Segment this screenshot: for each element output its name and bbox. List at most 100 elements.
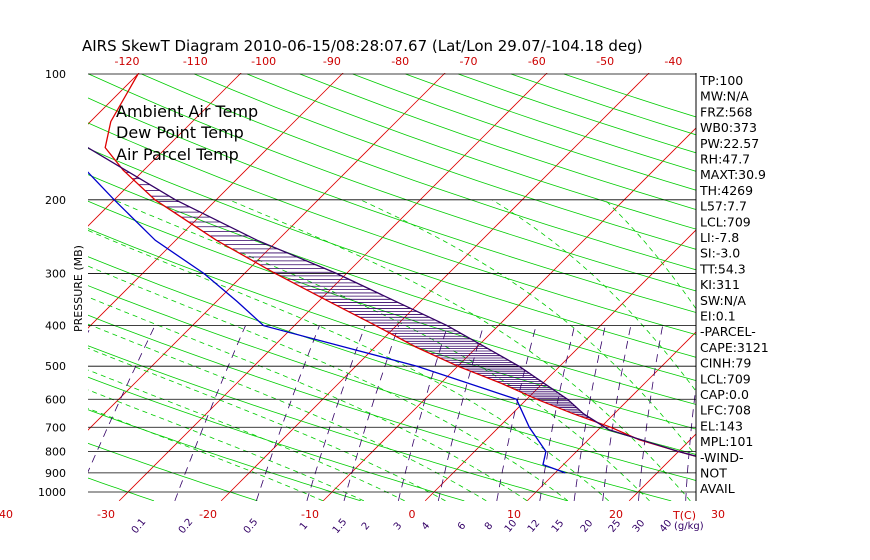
moist-adiabat [88,296,528,501]
dry-adiabat [141,73,696,271]
x-tick-label-top: -120 [115,55,140,68]
y-tick-label: 500 [45,360,66,373]
dry-adiabat [88,228,696,430]
mixing-ratio-label: 30 [631,518,648,535]
y-tick-label: 1000 [38,486,66,499]
stat-item: TH:4269 [699,183,753,198]
moist-adiabat [113,199,650,501]
stat-item: RH:47.7 [700,152,750,167]
dry-adiabat [88,442,258,501]
dry-adiabat [510,73,696,136]
mixing-ratio-label: 0.2 [177,517,196,536]
mixing-ratio-label: 1 [298,520,311,532]
parcel-temp-line [88,147,696,457]
legend-dewpoint: Dew Point Temp [116,123,244,142]
x-tick-label-bottom: -10 [301,508,319,521]
mixing-ratio-line [804,326,810,501]
mixing-ratio-label: 6 [456,520,469,532]
moist-adiabat [88,265,569,501]
stat-item: SI:-3.0 [700,246,740,261]
x-tick-label-bottom: -20 [199,508,217,521]
x-tick-label-bottom: 0 [409,508,416,521]
x-tick-label-bottom: -40 [0,508,13,521]
y-tick-label: 400 [45,320,66,333]
stat-item: LCL:709 [700,214,751,229]
dry-adiabat [88,376,465,501]
isotherm [833,65,870,501]
mixing-ratio-label: 20 [579,518,596,535]
mixing-ratio-line [602,325,632,501]
stat-item: WB0:373 [700,120,757,135]
dry-adiabat [299,73,696,210]
cape-hatch [125,172,595,422]
dry-adiabat [88,73,696,292]
x-tick-label-bottom: -30 [97,508,115,521]
stat-item: -WIND- [700,450,744,465]
stats-panel: TP:100MW:N/AFRZ:568WB0:373PW:22.57RH:47.… [699,73,769,496]
stat-item: MW:N/A [700,89,749,104]
mixing-ratio-label: 3 [392,520,405,532]
x-tick-label-top: -70 [460,55,478,68]
stat-item: PW:22.57 [700,136,759,151]
stat-item: EI:0.1 [700,309,736,324]
mixing-ratio-label: 8 [483,520,496,532]
mixing-ratio-label: 4 [420,520,433,532]
legend: Ambient Air Temp Dew Point Temp Air Parc… [116,102,258,164]
mixing-ratio-label: 40 [658,518,675,535]
mixing-ratio-label: 1.5 [331,517,350,536]
stat-item: KI:311 [700,277,740,292]
y-tick-label: 600 [45,393,66,406]
stat-item: MAXT:30.9 [700,167,766,182]
isotherm [220,73,650,501]
dry-adiabat [194,73,696,250]
x-tick-label-bottom: 30 [711,508,725,521]
moist-adiabat [88,229,609,501]
stat-item: AVAIL [700,481,735,496]
mixing-ratio-line [638,325,664,501]
x-tick-label-top: -60 [528,55,546,68]
moist-adiabat [228,199,691,501]
stat-item: LI:-7.8 [700,230,739,245]
isotherm [88,73,344,329]
x-tick-label-top: -100 [251,55,276,68]
stat-item: FRZ:568 [700,104,753,119]
x-tick-label-top: -110 [183,55,208,68]
dry-adiabat [88,148,696,358]
moist-adiabat [88,347,446,501]
stat-item: CAPE:3121 [700,340,769,355]
mixing-ratio-label: 12 [526,518,543,535]
x-tick-label-top: -40 [664,55,682,68]
isotherm [322,127,696,501]
x-tick-label-top: -80 [391,55,409,68]
x-tick-label-top: -90 [323,55,341,68]
series-layer [88,73,696,474]
dry-adiabat [88,345,568,501]
x-axis-label: T(C) [672,509,696,522]
isotherm [526,331,696,501]
stat-item: MPL:101 [700,434,753,449]
mixing-ratio-label: 0.1 [130,517,149,536]
y-tick-label: 900 [45,467,66,480]
mixing-ratio-line [174,325,246,501]
dry-adiabat [88,314,672,501]
mixing-ratio-line [306,325,366,501]
x-tick-label-bottom: 10 [507,508,521,521]
ambient-temp-line [104,73,696,457]
dry-adiabat [88,256,696,455]
y-tick-label: 100 [45,68,66,81]
y-tick-label: 300 [45,267,66,280]
dry-adiabat [88,97,696,313]
stat-item: TP:100 [699,73,743,88]
mixing-ratio-line [397,325,448,501]
legend-parcel: Air Parcel Temp [116,145,239,164]
mixing-ratio-line [685,383,696,501]
mixing-ratio-line [256,325,320,501]
isotherm [0,65,45,501]
mixing-ratio-line [573,325,606,501]
x-tick-label-bottom: 20 [609,508,623,521]
moist-adiabat [360,199,696,457]
mixing-ratio-label: 2 [360,520,373,532]
stat-item: SW:N/A [700,293,746,308]
mixing-ratio-line [343,325,399,501]
stat-item: L57:7.7 [700,199,747,214]
